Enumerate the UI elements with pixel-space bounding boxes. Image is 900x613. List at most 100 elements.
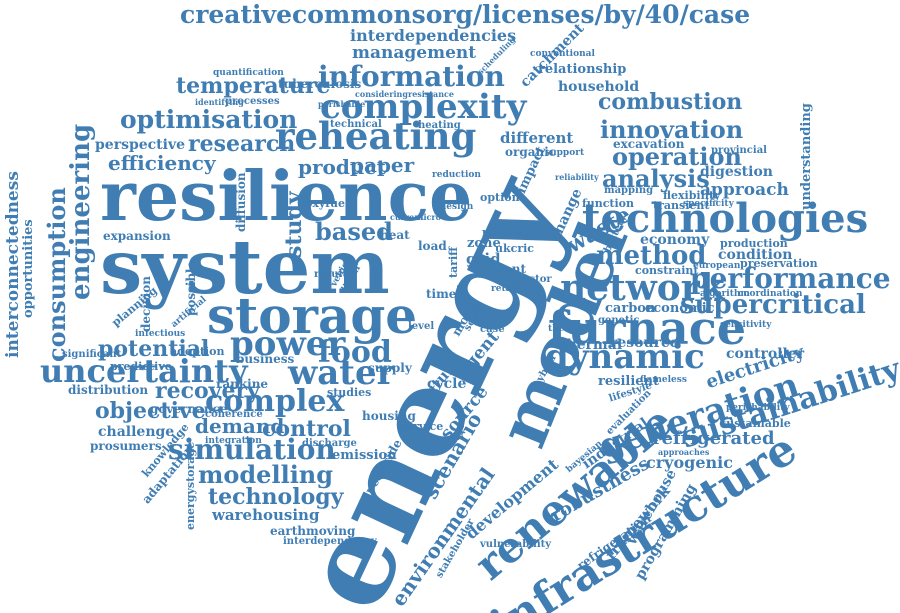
word: supply <box>368 361 412 375</box>
word: method <box>596 241 707 271</box>
word: technologies <box>582 195 869 242</box>
word: flameless <box>640 375 687 385</box>
word: identifying <box>195 97 244 107</box>
word: cycle <box>427 376 467 392</box>
word: energystorage <box>184 441 197 530</box>
word: carbon <box>605 301 656 316</box>
word: oxyfuel <box>305 197 350 210</box>
word: analysis <box>602 164 710 193</box>
word: genetic <box>598 315 640 326</box>
word: grid <box>466 250 501 268</box>
word: fuel <box>457 284 468 306</box>
word: distribution <box>68 383 149 397</box>
word: recovery <box>155 378 260 404</box>
word: excavation <box>613 137 685 151</box>
word: integration <box>205 436 262 446</box>
word: sensitivity <box>720 320 772 330</box>
word: prosumers <box>90 439 162 453</box>
word: warehousing <box>212 506 320 524</box>
word: understanding <box>799 103 814 210</box>
word: conventional <box>530 49 595 59</box>
word: reheating <box>275 114 477 158</box>
word: perspective <box>95 137 186 153</box>
word: transient <box>653 199 710 212</box>
word: resource <box>610 335 679 351</box>
word: paper <box>350 153 415 177</box>
word: plant <box>491 262 526 276</box>
word: quantification <box>213 68 284 78</box>
word: vulnerability <box>480 539 552 550</box>
word: interdependencies <box>350 26 517 45</box>
word: based <box>315 217 393 246</box>
word: furnace <box>548 301 746 355</box>
word: case <box>480 324 505 335</box>
word: study <box>281 191 307 258</box>
word: information <box>318 60 505 93</box>
word: discharge <box>302 438 357 449</box>
word: constraint <box>635 264 699 277</box>
word: service <box>400 420 444 433</box>
word: technical <box>330 119 382 130</box>
word: reliability <box>555 172 599 182</box>
word: algorithm <box>700 289 750 299</box>
word: relationship <box>538 62 627 77</box>
word: governance <box>150 402 228 416</box>
word: coordination <box>738 289 803 299</box>
word: economy <box>640 232 710 248</box>
word: rankine <box>216 377 269 391</box>
word: adoption <box>170 345 225 358</box>
word: option <box>480 191 520 204</box>
word: zone <box>467 236 501 251</box>
word: temperature <box>176 73 331 99</box>
word: predictive <box>110 360 172 373</box>
word: production <box>720 237 788 250</box>
word: organic <box>505 145 557 159</box>
word: result <box>314 269 347 280</box>
word: interdependency <box>283 536 377 547</box>
word: research <box>188 131 296 157</box>
word: housing <box>362 409 416 423</box>
word: processes <box>225 96 280 107</box>
word: diffusion <box>234 172 248 232</box>
word: perishability <box>726 403 790 413</box>
word: complex <box>205 384 345 419</box>
word: economic <box>645 301 715 316</box>
word: coherence <box>205 409 263 420</box>
word: business <box>236 352 295 366</box>
word: household <box>558 79 640 95</box>
word: flexibility <box>663 189 721 202</box>
word: micro <box>415 212 441 222</box>
word: earthmoving <box>270 524 356 538</box>
word: interconnectedness <box>3 171 23 358</box>
word: resilient <box>598 374 659 389</box>
word: expansion <box>103 229 171 243</box>
word: potential <box>98 336 210 362</box>
word: sustainable <box>720 417 791 430</box>
word: preservation <box>740 257 818 270</box>
word: challenge <box>98 424 175 440</box>
word: current <box>390 212 424 222</box>
word: power <box>230 324 346 364</box>
word: thermal <box>560 337 623 353</box>
word: refrigerated <box>652 428 775 449</box>
word: european <box>693 261 741 271</box>
word: tariff <box>447 246 460 278</box>
word: tuberculosis <box>278 77 362 91</box>
word: provincial <box>711 145 767 156</box>
word: cryogenic <box>646 453 733 472</box>
word: significant <box>62 349 122 360</box>
word: considering <box>355 89 408 99</box>
word: perishable <box>318 99 366 109</box>
word: operation <box>612 142 742 171</box>
word: network <box>560 267 725 309</box>
word: approaches <box>658 447 710 457</box>
word: retail <box>491 284 519 294</box>
word: emission <box>332 448 397 463</box>
word: theory <box>548 324 581 334</box>
word: innovation <box>600 115 744 144</box>
word: food <box>318 335 392 370</box>
word: simulation <box>168 433 336 466</box>
word: resistance <box>408 89 455 99</box>
word: review <box>482 226 522 239</box>
word: product <box>298 155 386 179</box>
